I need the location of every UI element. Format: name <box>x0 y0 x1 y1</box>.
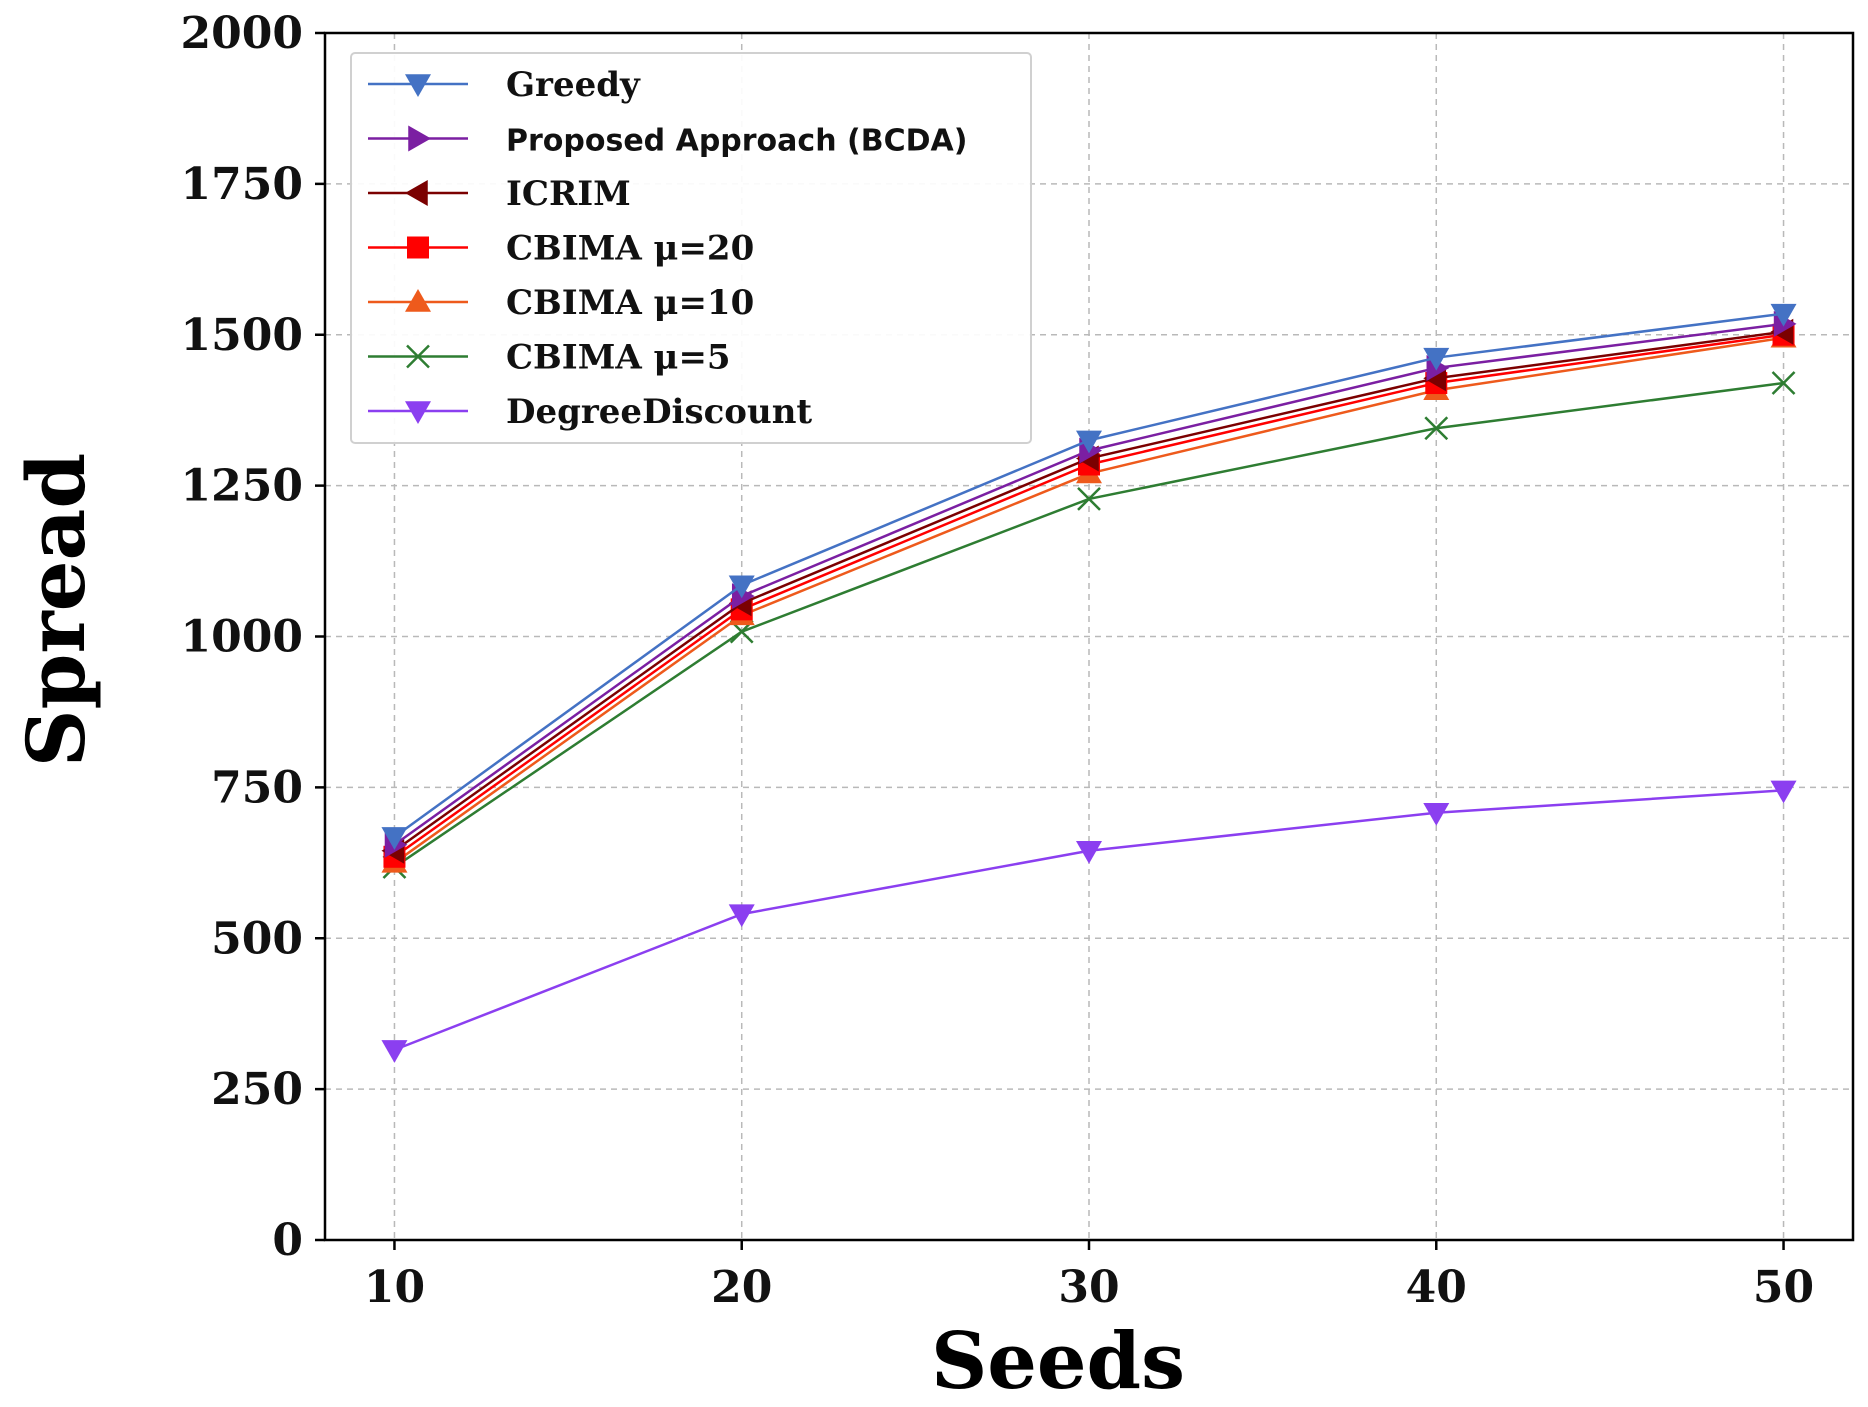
data-point-cbima-mu-5 <box>1424 416 1449 441</box>
legend-label: ICRIM <box>506 174 631 214</box>
legend: Greedy Proposed Approach (BCDA) ICRIM CBIMA… <box>350 52 1032 444</box>
series-degreediscount <box>381 780 1797 1063</box>
data-point-degreediscount <box>728 904 755 928</box>
legend-marker <box>408 125 431 152</box>
legend-box <box>350 52 1032 444</box>
data-point-degreediscount <box>1076 840 1102 864</box>
data-point-cbima-mu-5 <box>1771 371 1796 395</box>
legend-label: Greedy <box>506 65 641 105</box>
data-point-greedy <box>381 827 408 850</box>
series-greedy <box>381 303 1797 850</box>
y-axis-title: Spread <box>9 453 103 768</box>
y-tick-label: 500 <box>211 913 303 964</box>
legend-marker <box>405 289 431 312</box>
legend-label: Proposed Approach (BCDA) <box>506 124 967 159</box>
legend-entry-cbima-mu-5: CBIMA μ=5 <box>368 338 731 378</box>
legend-marker <box>405 180 428 206</box>
data-point-degreediscount <box>1423 802 1450 826</box>
legend-marker <box>405 401 431 424</box>
legend-label: CBIMA μ=5 <box>506 338 731 378</box>
legend-marker <box>406 344 430 369</box>
legend-label: DegreeDiscount <box>506 392 812 432</box>
y-tick-label: 1250 <box>181 461 303 512</box>
legend-entry-greedy: Greedy <box>368 65 641 105</box>
legend-marker <box>405 74 431 97</box>
legend-entry-icrim: ICRIM <box>368 174 631 214</box>
x-tick-label: 10 <box>364 1262 425 1313</box>
y-tick-label: 1000 <box>181 612 303 663</box>
legend-entry-cbima-mu-20: CBIMA μ=20 <box>368 229 754 269</box>
legend-entry-cbima-mu-10: CBIMA μ=10 <box>368 283 754 323</box>
y-tick-label: 250 <box>211 1064 303 1115</box>
data-point-greedy <box>1076 430 1102 454</box>
y-tick-label: 2000 <box>181 8 303 59</box>
x-tick-label: 20 <box>711 1262 772 1313</box>
x-axis: 10 20 30 40 50 <box>364 1240 1814 1313</box>
y-tick-label: 0 <box>272 1215 303 1266</box>
legend-entry-degreediscount: DegreeDiscount <box>368 392 812 432</box>
x-tick-label: 30 <box>1058 1262 1119 1313</box>
y-axis: 0 250 500 750 1000 1250 1500 1750 2000 <box>181 8 325 1266</box>
data-point-degreediscount <box>1770 780 1797 804</box>
legend-entry-proposed-approach-bcda: Proposed Approach (BCDA) <box>368 124 967 159</box>
series-group <box>381 303 1797 1063</box>
legend-label: CBIMA μ=10 <box>506 283 754 323</box>
data-point-degreediscount <box>381 1040 408 1063</box>
data-point-greedy <box>728 575 755 599</box>
y-tick-label: 1750 <box>181 159 303 210</box>
y-tick-label: 750 <box>211 762 303 813</box>
x-axis-title: Seeds <box>931 1316 1185 1407</box>
y-tick-label: 1500 <box>181 310 303 361</box>
x-tick-label: 40 <box>1406 1262 1467 1313</box>
data-point-cbima-mu-5 <box>1077 487 1101 511</box>
legend-marker <box>407 236 429 259</box>
x-tick-label: 50 <box>1753 1262 1814 1313</box>
legend-label: CBIMA μ=20 <box>506 229 754 269</box>
data-point-greedy <box>1423 347 1450 371</box>
data-point-greedy <box>1770 303 1797 327</box>
